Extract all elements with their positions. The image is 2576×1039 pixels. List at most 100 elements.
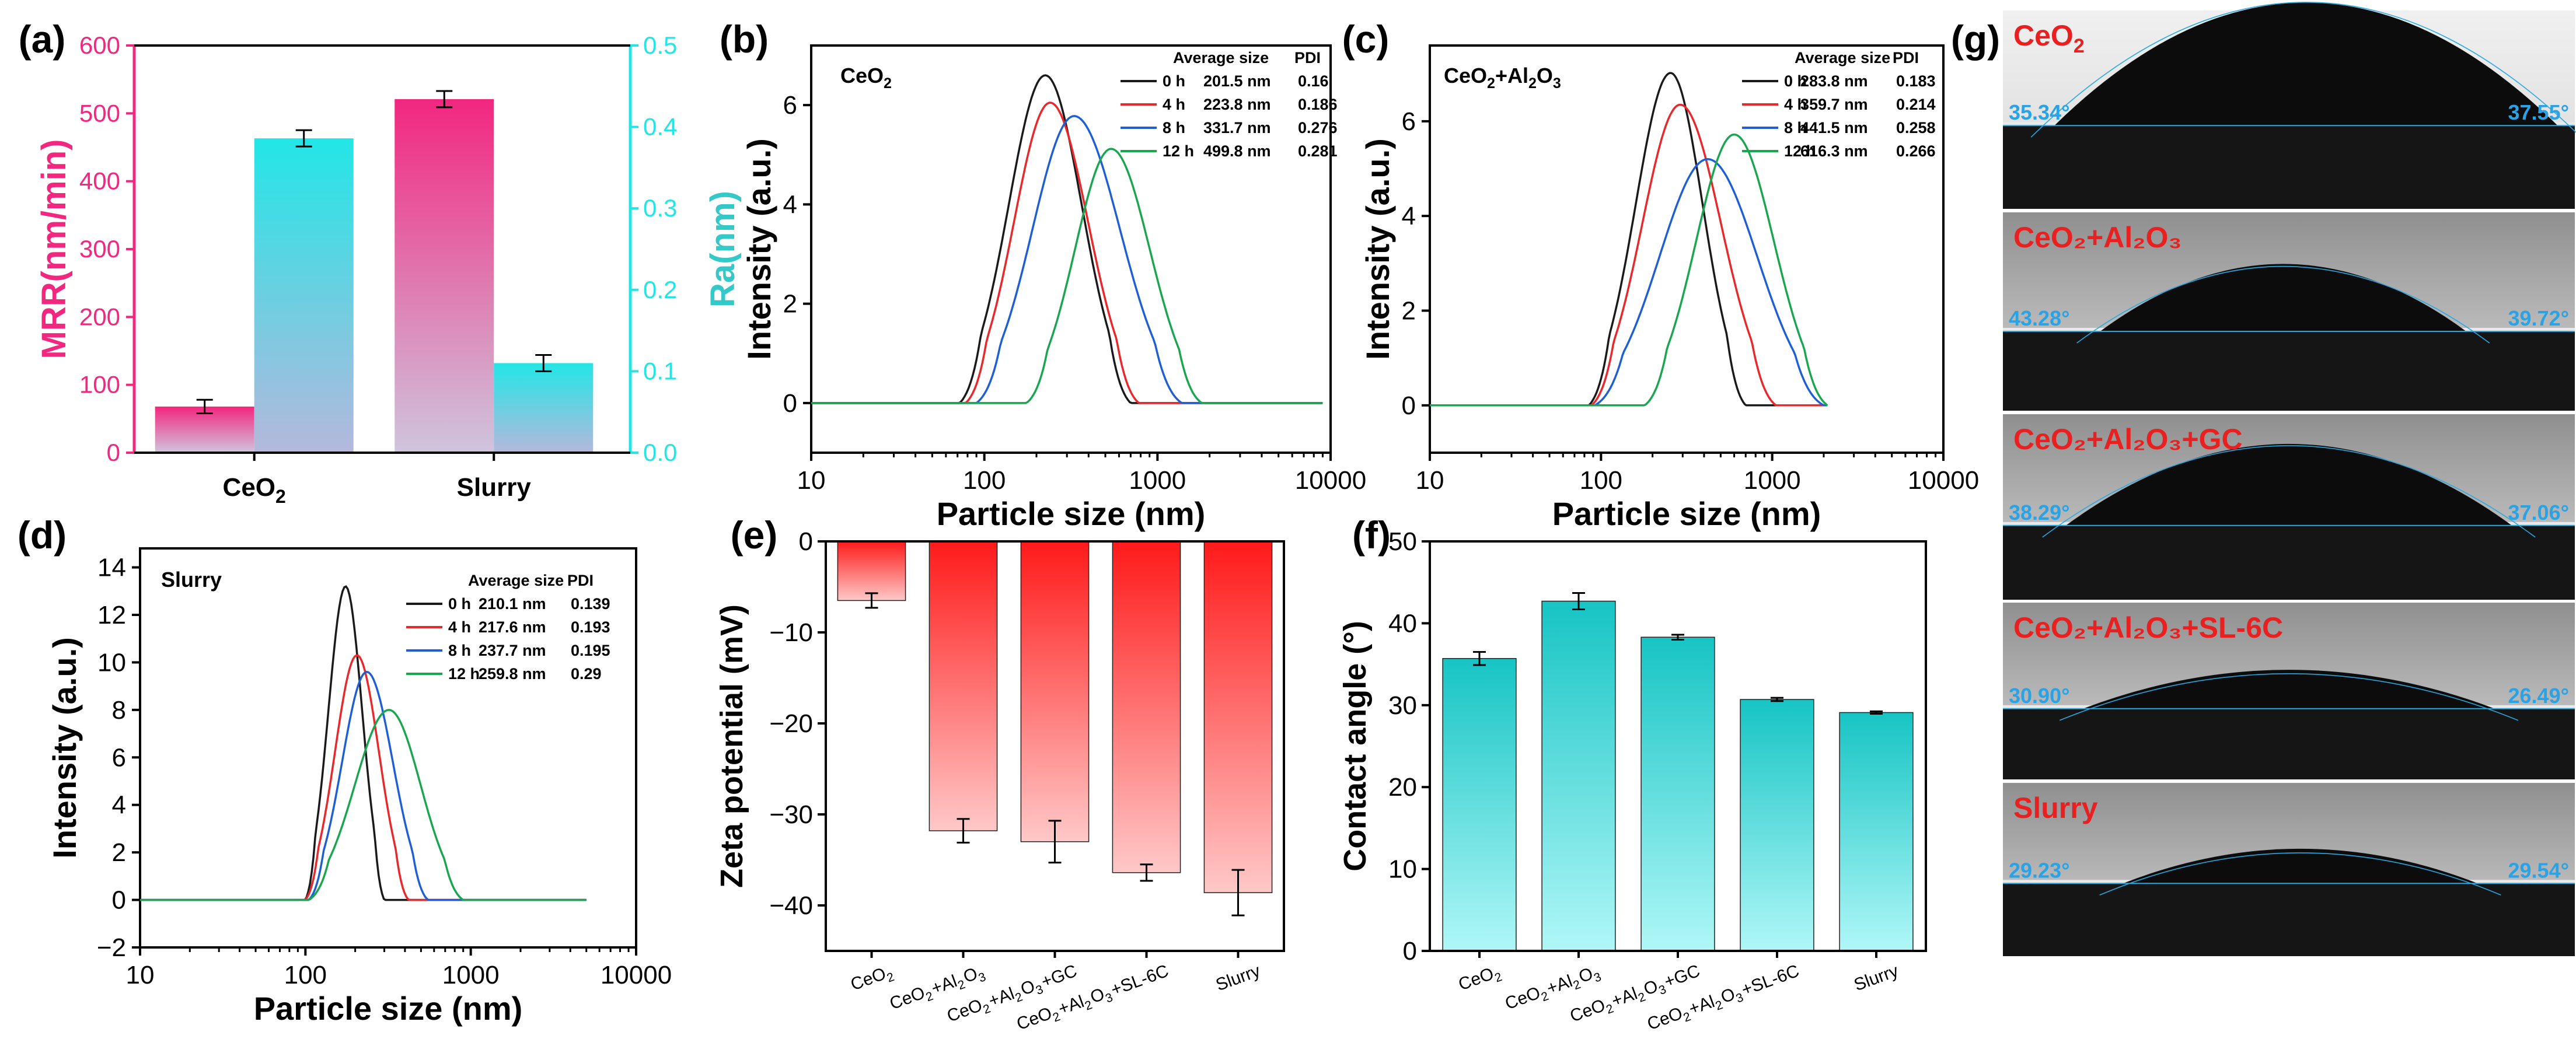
legend-time-b-2: 8 h	[1163, 119, 1185, 137]
y-tick-label-a: 300	[79, 235, 120, 263]
plot-frame-e	[825, 540, 1285, 952]
panel-g: (g) CeO2 35.34° 37.55° CeO₂+Al₂O₃ 43.28° 39.72…	[1951, 2, 2576, 956]
y2-tick-label-a: 0.4	[643, 113, 677, 141]
panel-c: (c) 10 100 1000 10000 0 2 4 6 Particle size (nm) I…	[1342, 18, 1980, 532]
y-tick-label-f: 20	[1388, 773, 1417, 802]
legend-header-pdi-c: PDI	[1893, 49, 1919, 67]
droplet-1	[2100, 264, 2466, 331]
substrate-3	[2003, 708, 2575, 779]
plot-frame-d	[139, 547, 637, 949]
panel-b: (b) 10 100 1000 10000 0 2 4 6 Particle size (nm) I…	[720, 18, 1366, 532]
legend-pdi-b-1: 0.186	[1298, 96, 1338, 113]
bar-f-0	[1442, 658, 1517, 951]
y-tick-label-f: 0	[1403, 937, 1417, 965]
inset-label-c: CeO2+Al2O3	[1444, 64, 1561, 92]
bar-f-4	[1839, 712, 1914, 951]
x-tick-label-b: 10000	[1295, 466, 1366, 495]
legend-time-c-2: 8 h	[1784, 119, 1807, 137]
y-tick-label-a: 600	[79, 32, 120, 59]
y-axis-title-f: Contact angle (°)	[1338, 621, 1373, 872]
y-tick-label-e: −20	[769, 709, 813, 738]
bar-e-3	[1112, 541, 1181, 873]
y2-tick-label-a: 0.5	[643, 32, 677, 59]
legend-pdi-b-3: 0.281	[1298, 142, 1338, 160]
y-tick-label-a: 500	[79, 99, 120, 127]
contact-angle-image-1: CeO₂+Al₂O₃ 43.28° 39.72°	[2003, 212, 2575, 411]
y-tick-label-b: 2	[783, 290, 797, 319]
y-tick-label-c: 0	[1402, 391, 1416, 420]
inset-label-d: Slurry	[161, 568, 222, 592]
y-tick-label-d: 0	[112, 886, 126, 915]
series-line-d-1	[140, 654, 587, 901]
substrate-1	[2003, 331, 2575, 411]
legend-time-b-3: 12 h	[1163, 142, 1194, 160]
y-tick-label-d: 14	[97, 554, 126, 582]
right-angle-3: 26.49°	[2508, 684, 2569, 708]
x-axis-title-d: Particle size (nm)	[254, 990, 523, 1027]
x-tick-label-c: 100	[1580, 466, 1622, 495]
y-tick-label-d: 12	[97, 601, 126, 629]
series-line-d-2	[140, 670, 587, 901]
fit-curve-3	[2059, 673, 2519, 721]
series-line-d-3	[140, 709, 587, 901]
x-tick-label-d: 1000	[442, 961, 500, 989]
y-tick-label-c: 2	[1402, 297, 1416, 326]
legend-size-d-1: 217.6 nm	[479, 618, 546, 636]
legend-pdi-b-0: 0.16	[1298, 72, 1329, 90]
x-tick-label-f-0: CeO2	[1456, 961, 1505, 998]
image-title-1: CeO₂+Al₂O₃	[2013, 221, 2181, 254]
legend-pdi-d-3: 0.29	[571, 665, 602, 683]
right-angle-1: 39.72°	[2508, 306, 2569, 330]
fit-curve-4	[2099, 852, 2501, 895]
legend-time-d-1: 4 h	[448, 618, 471, 636]
panel-label-c: (c)	[1342, 18, 1390, 61]
legend-time-d-2: 8 h	[448, 642, 471, 659]
y-tick-label-a: 400	[79, 167, 120, 195]
legend-size-c-1: 359.7 nm	[1800, 96, 1868, 113]
substrate-0	[2003, 125, 2575, 209]
series-line-c-1	[1430, 103, 1828, 407]
legend-size-c-2: 441.5 nm	[1800, 119, 1868, 137]
x-axis-title-c: Particle size (nm)	[1552, 495, 1821, 532]
x-tick-label-e-3: CeO2 +Al2 O3 +SL-6C	[1014, 961, 1172, 1037]
panel-label-a: (a)	[19, 18, 66, 61]
right-angle-0: 37.55°	[2508, 100, 2569, 124]
inset-label-b: CeO2	[840, 64, 892, 92]
x-tick-label-c: 10	[1416, 466, 1444, 495]
panel-e: (e)CeO2 CeO2 +Al2 O3 CeO2 +Al2 O3 +GCCeO…	[714, 513, 1285, 1037]
legend-header-size-c: Average size	[1795, 49, 1890, 67]
y-tick-label-b: 6	[783, 91, 797, 120]
y-tick-label-f: 10	[1388, 855, 1417, 884]
legend-time-c-0: 0 h	[1784, 72, 1807, 90]
y-tick-label-d: 2	[112, 838, 126, 867]
image-title-3: CeO₂+Al₂O₃+SL-6C	[2013, 611, 2283, 644]
x-tick-label-a-0: CeO2	[223, 473, 286, 507]
legend-size-b-3: 499.8 nm	[1203, 142, 1271, 160]
bar-e-1	[929, 541, 998, 831]
droplet-4	[2123, 848, 2478, 884]
y-tick-label-d: 4	[112, 791, 126, 820]
legend-header-pdi-b: PDI	[1294, 49, 1321, 67]
droplet-0	[2054, 2, 2558, 126]
legend-size-b-2: 331.7 nm	[1203, 119, 1271, 137]
legend-size-b-0: 201.5 nm	[1203, 72, 1271, 90]
y-tick-label-d: 6	[112, 743, 126, 772]
y-tick-label-b: 0	[783, 389, 797, 418]
y2-tick-label-a: 0.3	[643, 194, 677, 222]
bar-ra-0	[254, 138, 354, 453]
x-tick-label-a-1: Slurry	[457, 473, 532, 502]
y-tick-label-f: 40	[1388, 609, 1417, 638]
y-tick-label-c: 4	[1402, 202, 1416, 230]
y-tick-label-e: 0	[799, 527, 813, 556]
x-tick-label-f-3: CeO2 +Al2 O3 +SL-6C	[1645, 961, 1803, 1037]
y-tick-label-b: 4	[783, 190, 797, 219]
image-title-2: CeO₂+Al₂O₃+GC	[2013, 423, 2243, 456]
legend-size-c-3: 616.3 nm	[1800, 142, 1868, 160]
plot-frame-c	[1429, 44, 1945, 454]
contact-angle-image-4: Slurry 29.23° 29.54°	[2003, 783, 2575, 956]
left-angle-3: 30.90°	[2009, 684, 2069, 708]
legend-size-d-3: 259.8 nm	[479, 665, 546, 683]
y2-axis-title-a: Ra(nm)	[704, 191, 742, 307]
left-angle-1: 43.28°	[2009, 306, 2069, 330]
